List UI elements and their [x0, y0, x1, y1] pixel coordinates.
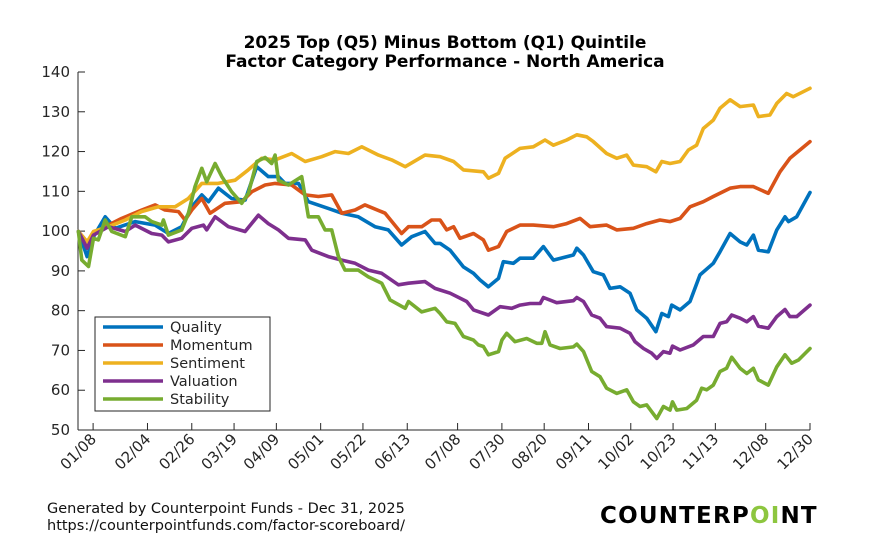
legend-label-stability: Stability: [170, 392, 230, 408]
x-tick-label: 02/26: [155, 430, 198, 473]
x-tick-label: 11/13: [679, 430, 722, 473]
counterpoint-logo: COUNTERPOINT: [600, 503, 818, 529]
x-tick-label: 07/30: [465, 430, 508, 473]
x-tick-label: 09/11: [552, 430, 595, 473]
x-tick-label: 07/08: [421, 430, 464, 473]
series-line-sentiment: [76, 86, 812, 244]
series-line-momentum: [76, 139, 812, 252]
x-tick-label: 05/22: [326, 430, 369, 473]
chart-title-line-1: 2025 Top (Q5) Minus Bottom (Q1) Quintile: [244, 33, 647, 53]
y-tick-label: 110: [41, 182, 70, 200]
y-tick-label: 100: [41, 222, 70, 240]
series-line-stability: [76, 153, 812, 421]
series-line-quality: [76, 164, 812, 334]
x-tick-label: 03/19: [198, 430, 241, 473]
legend-label-momentum: Momentum: [170, 338, 253, 354]
legend-label-valuation: Valuation: [170, 374, 238, 390]
x-tick-label: 12/08: [729, 430, 772, 473]
y-tick-label: 130: [41, 103, 70, 121]
y-tick-label: 120: [41, 143, 70, 161]
legend-label-quality: Quality: [170, 320, 222, 336]
y-tick-label: 50: [51, 421, 70, 439]
y-tick-label: 70: [51, 341, 70, 359]
x-tick-label: 05/01: [284, 430, 327, 473]
x-tick-label: 10/23: [637, 430, 680, 473]
legend-label-sentiment: Sentiment: [170, 356, 245, 372]
x-tick-label: 08/20: [508, 430, 551, 473]
chart-title-line-2: Factor Category Performance - North Amer…: [225, 52, 664, 72]
legend: Quality Momentum Sentiment Valuation Stabili…: [94, 316, 271, 412]
x-tick-label: 04/09: [240, 430, 283, 473]
x-tick-label: 06/13: [371, 430, 414, 473]
source-url[interactable]: https://counterpointfunds.com/factor-sco…: [47, 518, 405, 534]
x-tick-label: 10/02: [594, 430, 637, 473]
y-tick-label: 90: [51, 262, 70, 280]
y-tick-label: 60: [51, 381, 70, 399]
generated-by-text: Generated by Counterpoint Funds - Dec 31…: [47, 501, 405, 517]
y-tick-label: 80: [51, 302, 70, 320]
series-lines: [76, 86, 812, 421]
x-tick-label: 12/30: [774, 430, 817, 473]
x-tick-label: 02/04: [111, 430, 154, 473]
series-line-valuation: [76, 213, 812, 361]
y-tick-label: 140: [41, 63, 70, 81]
